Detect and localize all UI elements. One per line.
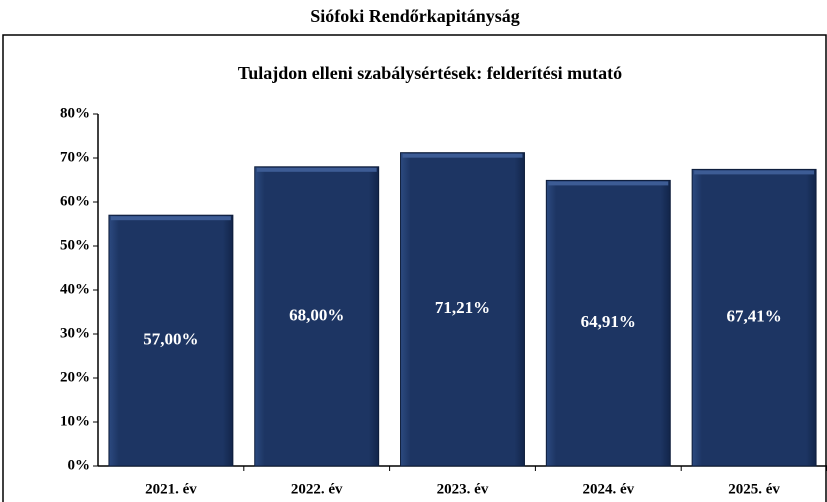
bar-top [256,167,377,172]
x-tick-label: 2025. év [728,481,780,497]
y-tick-label: 0% [68,457,91,473]
x-tick-label: 2022. év [291,481,343,497]
bar [545,179,671,467]
y-tick-label: 50% [60,237,90,253]
header: Siófoki Rendőrkapitányság [310,6,520,26]
value-label: 68,00% [289,305,344,324]
value-label: 67,41% [726,307,781,326]
x-tick-label: 2023. év [437,481,489,497]
value-label: 57,00% [143,330,198,349]
y-tick-label: 70% [60,149,90,165]
bar [254,166,380,467]
value-label: 71,21% [435,298,490,317]
bar-top [548,181,669,186]
bar [691,168,817,467]
x-tick-label: 2024. év [582,481,634,497]
y-tick-label: 20% [60,369,90,385]
bar-top [110,216,231,221]
value-label: 64,91% [581,312,636,331]
bar-top [694,170,815,175]
bar-top [402,153,523,158]
chart-title: Tulajdon elleni szabálysértések: felderí… [238,63,622,83]
y-tick-label: 10% [60,413,90,429]
x-tick-label: 2021. év [145,481,197,497]
bar [108,214,234,467]
frame [2,34,827,502]
y-tick-label: 30% [60,325,90,341]
y-tick-label: 80% [60,105,90,121]
y-tick-label: 40% [60,281,90,297]
bar [400,152,525,467]
y-tick-label: 60% [60,193,90,209]
